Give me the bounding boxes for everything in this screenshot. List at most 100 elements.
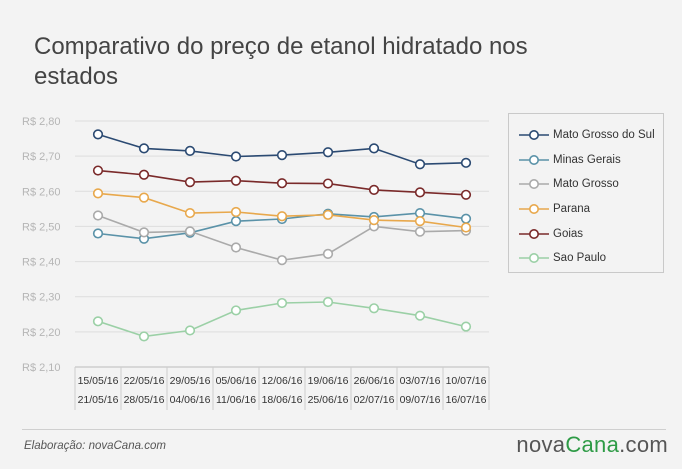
data-point bbox=[92, 316, 104, 327]
x-axis-ticks: 15/05/16 21/05/16 22/05/16 28/05/16 29/05/16… bbox=[78, 375, 487, 406]
data-point bbox=[230, 216, 242, 227]
data-point bbox=[322, 178, 334, 189]
legend-item: Mato Grosso bbox=[509, 172, 663, 197]
x-tick-label: 04/06/16 bbox=[170, 394, 211, 406]
legend-label: Minas Gerais bbox=[553, 153, 621, 166]
y-tick-label: R$ 2,20 bbox=[22, 327, 61, 339]
data-point bbox=[138, 192, 150, 203]
data-point bbox=[92, 188, 104, 199]
data-point bbox=[322, 296, 334, 308]
y-tick-label: R$ 2,40 bbox=[22, 257, 61, 269]
legend-marker bbox=[519, 130, 549, 141]
y-tick-label: R$ 2,30 bbox=[22, 292, 61, 304]
x-tick-label: 16/07/16 bbox=[446, 394, 487, 406]
series-goias bbox=[92, 165, 472, 200]
data-point bbox=[230, 242, 242, 253]
y-tick-label: R$ 2,10 bbox=[22, 362, 61, 374]
series-parana bbox=[92, 188, 472, 233]
x-tick-label: 15/05/16 bbox=[78, 375, 119, 387]
data-point bbox=[92, 228, 104, 239]
series-sao-paulo bbox=[92, 296, 472, 342]
x-tick-label: 21/05/16 bbox=[78, 394, 119, 406]
credit-text: Elaboração: novaCana.com bbox=[24, 440, 166, 452]
data-point bbox=[92, 165, 104, 176]
legend-item: Minas Gerais bbox=[509, 148, 663, 173]
brand-logo: novaCana.com bbox=[516, 432, 668, 458]
data-point bbox=[138, 227, 150, 238]
data-point bbox=[138, 143, 150, 154]
data-point bbox=[414, 310, 426, 321]
data-point bbox=[230, 175, 242, 186]
y-axis-ticks: R$ 2,80 R$ 2,70 R$ 2,60 R$ 2,50 R$ 2,40 R$ 2,… bbox=[22, 116, 61, 374]
x-tick-label: 18/06/16 bbox=[262, 394, 303, 406]
legend-marker bbox=[519, 228, 549, 239]
legend-label: Parana bbox=[553, 203, 591, 216]
data-point bbox=[414, 216, 426, 227]
data-point bbox=[414, 226, 426, 237]
legend-label: Mato Grosso do Sul bbox=[553, 129, 655, 142]
data-point bbox=[460, 213, 472, 224]
data-point bbox=[276, 211, 288, 222]
data-point bbox=[322, 147, 334, 158]
data-point bbox=[276, 178, 288, 189]
data-point bbox=[368, 143, 380, 154]
data-point bbox=[460, 189, 472, 200]
data-point bbox=[276, 255, 288, 266]
data-point bbox=[322, 209, 334, 220]
series-layer bbox=[92, 129, 472, 342]
legend-marker bbox=[519, 204, 549, 215]
data-point bbox=[460, 222, 472, 233]
data-point bbox=[184, 145, 196, 156]
x-tick-label: 28/05/16 bbox=[124, 394, 165, 406]
data-point bbox=[368, 215, 380, 226]
data-point bbox=[138, 169, 150, 180]
data-point bbox=[184, 226, 196, 237]
brand-accent: Cana bbox=[565, 432, 620, 457]
data-point bbox=[276, 297, 288, 309]
x-tick-label: 10/07/16 bbox=[446, 375, 487, 387]
legend-label: Goias bbox=[553, 227, 584, 240]
y-tick-label: R$ 2,70 bbox=[22, 151, 61, 163]
data-point bbox=[92, 129, 104, 140]
legend-item: Sao Paulo bbox=[509, 246, 663, 271]
data-point bbox=[92, 210, 104, 221]
data-point bbox=[276, 149, 288, 161]
data-point bbox=[460, 321, 472, 332]
legend-item: Mato Grosso do Sul bbox=[509, 123, 663, 148]
legend-item: Goias bbox=[509, 221, 663, 246]
x-tick-label: 02/07/16 bbox=[354, 394, 395, 406]
y-tick-label: R$ 2,50 bbox=[22, 221, 61, 233]
x-tick-label: 11/06/16 bbox=[216, 394, 256, 406]
brand-tld: .com bbox=[619, 432, 668, 457]
data-point bbox=[414, 159, 426, 170]
series-mato-grosso-do-sul bbox=[92, 129, 472, 170]
legend-label: Sao Paulo bbox=[553, 252, 607, 265]
data-point bbox=[184, 177, 196, 188]
data-point bbox=[368, 184, 380, 195]
legend-item: Parana bbox=[509, 197, 663, 222]
data-point bbox=[230, 206, 242, 218]
x-tick-label: 19/06/16 bbox=[308, 375, 349, 387]
y-tick-label: R$ 2,80 bbox=[22, 116, 61, 128]
legend-marker bbox=[519, 179, 549, 190]
brand-main: nova bbox=[516, 432, 566, 457]
footer-divider bbox=[22, 429, 666, 430]
x-tick-label: 12/06/16 bbox=[262, 375, 303, 387]
data-point bbox=[230, 305, 242, 316]
x-tick-label: 26/06/16 bbox=[354, 375, 395, 387]
data-point bbox=[184, 207, 196, 219]
data-point bbox=[230, 151, 242, 162]
x-tick-label: 09/07/16 bbox=[400, 394, 441, 406]
legend-marker bbox=[519, 154, 549, 165]
x-tick-label: 05/06/16 bbox=[216, 375, 257, 387]
data-point bbox=[414, 187, 426, 198]
page-title: Comparativo do preço de etanol hidratado… bbox=[34, 33, 528, 90]
y-tick-label: R$ 2,60 bbox=[22, 186, 61, 198]
data-point bbox=[460, 157, 472, 168]
grid-layer bbox=[74, 120, 490, 410]
x-tick-label: 22/05/16 bbox=[124, 375, 165, 387]
data-point bbox=[184, 325, 196, 336]
legend-label: Mato Grosso bbox=[553, 178, 619, 191]
x-tick-label: 25/06/16 bbox=[308, 394, 349, 406]
